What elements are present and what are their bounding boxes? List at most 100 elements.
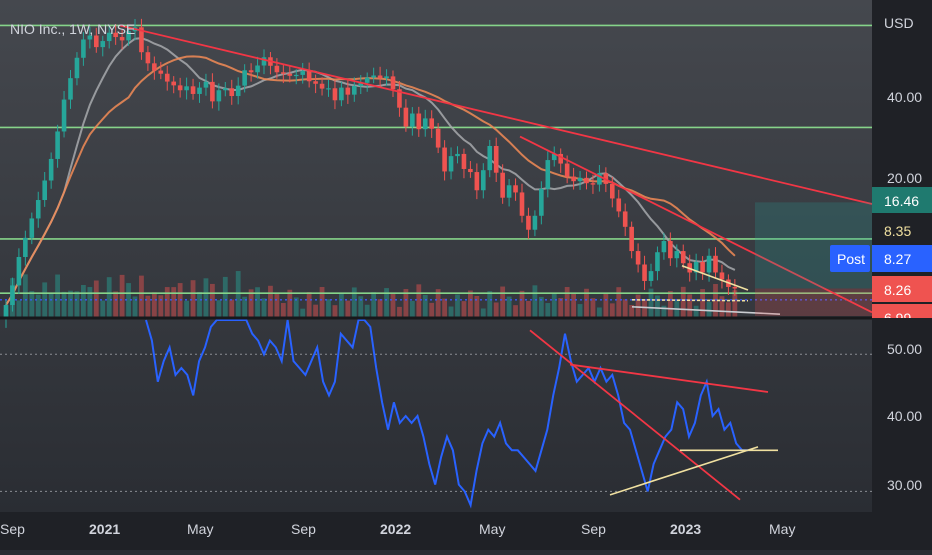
time-tick-2022: 2022 <box>380 521 411 537</box>
volume-bar <box>81 285 86 318</box>
price-label-8-35: 8.35 <box>884 223 911 239</box>
candle-body <box>177 85 183 91</box>
candle-body <box>164 73 170 82</box>
candle-body <box>352 85 357 95</box>
candle-body <box>216 90 222 102</box>
volume-bar <box>68 290 73 318</box>
time-axis-background <box>0 512 872 550</box>
volume-bar <box>732 290 738 318</box>
candle-body <box>397 89 402 108</box>
candle-body <box>281 72 286 74</box>
price-label-8-26: 8.26 <box>884 282 911 298</box>
candle-body <box>577 177 583 182</box>
volume-bar <box>468 290 473 318</box>
time-tick-sep-2022: Sep <box>581 521 606 537</box>
candle-body <box>300 71 305 75</box>
candle-body <box>306 71 312 82</box>
candle-body <box>713 255 718 273</box>
price-axis-background <box>872 0 932 550</box>
plot-background <box>0 0 872 512</box>
volume-bar <box>422 294 428 318</box>
candle-body <box>94 35 99 48</box>
volume-bar <box>126 283 131 318</box>
candle-body <box>384 76 389 79</box>
candle-body <box>55 131 60 159</box>
volume-bar <box>145 295 151 318</box>
candle-body <box>345 87 351 95</box>
candle-body <box>571 176 576 182</box>
time-tick-sep-2021: Sep <box>291 521 316 537</box>
candle-body <box>564 163 570 177</box>
candle-body <box>474 172 480 191</box>
candle-body <box>16 256 22 286</box>
candle-body <box>35 200 41 219</box>
volume-bar <box>222 276 228 318</box>
volume-bar <box>493 302 499 318</box>
candle-body <box>197 87 202 94</box>
candle-body <box>313 81 318 84</box>
volume-bar <box>358 296 364 318</box>
post-badge <box>830 245 870 272</box>
volume-bar <box>700 289 705 318</box>
volume-bar <box>164 287 170 318</box>
candle-body <box>410 113 415 127</box>
candle-body <box>590 183 596 185</box>
candle-body <box>668 241 673 259</box>
candle-body <box>493 145 499 173</box>
candle-body <box>235 85 241 97</box>
time-tick-may-2022: May <box>479 521 505 537</box>
volume-bar <box>242 296 248 318</box>
candle-body <box>629 226 634 252</box>
candle-body <box>706 255 712 273</box>
candle-body <box>29 218 35 238</box>
candle-body <box>635 251 641 265</box>
volume-bar <box>255 287 260 318</box>
candle-body <box>545 160 551 189</box>
volume-bar <box>268 285 273 318</box>
volume-bar <box>332 305 338 318</box>
candle-body <box>326 88 331 90</box>
volume-bar <box>487 291 493 318</box>
candle-body <box>274 65 280 73</box>
lower-channel-line <box>631 305 781 315</box>
candle-body <box>732 286 738 289</box>
volume-bar <box>190 280 196 318</box>
candle-body <box>81 39 86 58</box>
volume-bar <box>171 287 177 318</box>
price-label-6-99: 6.99 <box>884 310 911 326</box>
drawing-tools[interactable] <box>119 24 873 317</box>
volume-bar <box>551 292 557 318</box>
price-label-badge-6-99 <box>872 304 932 318</box>
candle-body <box>455 153 460 157</box>
candle-body <box>242 70 247 86</box>
volume-bar <box>139 275 144 318</box>
volume-bar <box>100 300 106 318</box>
candle-body <box>655 252 660 272</box>
volume-bar <box>216 300 222 318</box>
candle-body <box>261 57 267 66</box>
volume-bar <box>597 307 602 318</box>
volume-bar <box>519 290 525 318</box>
volume-bar <box>293 297 299 318</box>
volume-bar <box>235 271 241 318</box>
volume-bar <box>571 293 576 318</box>
candle-body <box>435 128 441 148</box>
volume-bar <box>42 282 48 318</box>
candle-body <box>719 272 725 280</box>
candle-body <box>61 99 67 132</box>
candle-body <box>158 70 164 74</box>
volume-bar <box>609 303 615 318</box>
candle-body <box>642 264 647 281</box>
candle-body <box>74 57 80 79</box>
candle-body <box>622 211 628 227</box>
volume-bar <box>442 298 447 318</box>
candle-body <box>68 78 73 100</box>
volume-bar <box>409 300 415 318</box>
post-label: Post <box>837 251 865 267</box>
candle-body <box>255 65 260 73</box>
volume-bar <box>526 300 531 318</box>
volume-bar <box>119 274 125 318</box>
time-tick-2021: 2021 <box>89 521 120 537</box>
candle-body <box>461 153 467 169</box>
volume-bar <box>584 288 589 318</box>
